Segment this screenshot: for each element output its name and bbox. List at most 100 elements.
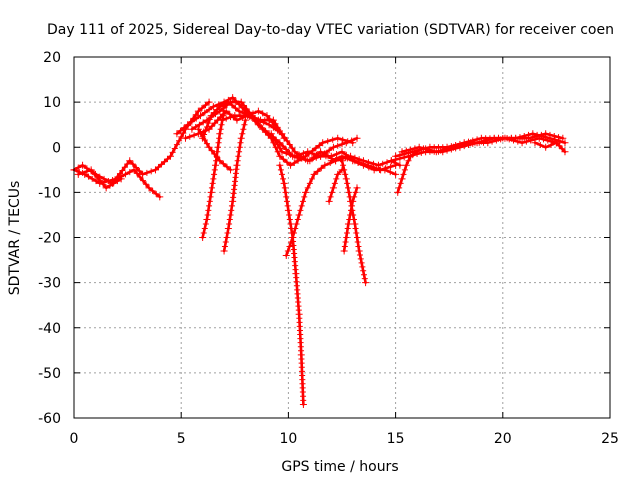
data-point [324,138,331,145]
data-point [116,170,123,177]
data-point [224,229,231,236]
data-point [551,132,558,139]
data-point [332,157,340,165]
data-point [169,149,176,156]
data-point [173,130,181,138]
data-point [299,400,307,408]
data-point [114,178,121,185]
data-point [314,168,321,175]
data-point [401,154,408,161]
data-point [186,133,193,140]
data-point [164,155,171,162]
data-point [220,247,228,255]
data-point [75,164,82,171]
data-point [355,247,363,255]
data-point [228,102,235,109]
data-point [246,114,253,121]
data-point [148,168,155,175]
data-point [97,177,104,184]
data-point [384,159,391,166]
data-point [321,161,329,169]
series-drop-3 [276,161,307,408]
data-point [251,115,258,122]
data-point [346,216,353,223]
data-point [188,118,195,125]
data-point [354,234,361,241]
x-tick-label: 20 [494,431,512,447]
data-point [191,132,198,139]
data-point [79,161,87,169]
data-point [203,140,210,147]
data-point [211,109,218,116]
data-point [213,153,220,160]
data-point [284,248,291,255]
data-point [531,139,539,147]
data-point [304,184,311,191]
data-point [237,134,245,142]
data-point [342,239,349,246]
y-tick-label: -10 [38,185,61,201]
data-point [83,168,90,175]
y-tick-label: 10 [43,95,61,111]
data-point [216,103,224,111]
data-point [105,178,112,185]
data-point [456,143,464,151]
data-point [299,198,306,205]
data-point [231,112,239,120]
data-point [347,211,354,218]
series-drop-2 [220,116,250,255]
data-point [396,184,403,191]
data-point [205,120,212,127]
data-point [355,160,362,167]
data-point [233,116,241,124]
grid-layer [74,57,610,418]
data-point [161,158,168,165]
data-point [208,123,215,130]
data-point [202,102,209,109]
data-point [308,150,315,157]
data-point [221,101,228,108]
data-point [286,141,293,148]
data-point [211,171,218,178]
data-point [344,225,351,232]
data-point [345,189,352,196]
data-point [344,229,351,236]
data-point [514,138,521,145]
data-point [338,157,346,165]
data-point [559,145,566,152]
data-point [235,107,243,115]
data-point [211,120,218,127]
data-point [287,151,294,158]
data-point [217,126,224,133]
data-point [312,145,319,152]
data-point [392,170,400,178]
data-point [241,121,248,128]
data-point [349,197,357,205]
y-tick-label: -60 [38,411,61,427]
series-drop-6 [338,157,370,287]
series-drop-7 [340,184,361,255]
data-point [119,167,126,174]
data-point [196,112,204,120]
data-point [361,275,368,282]
data-point [344,220,352,228]
data-point [325,197,333,205]
data-point [232,105,239,112]
data-point [349,157,357,165]
data-point [203,215,211,223]
data-point [283,159,290,166]
data-point [340,162,347,169]
data-point [242,116,250,124]
data-point [300,150,307,157]
data-point [360,267,367,274]
data-point [224,98,232,106]
series-sat-15 [531,139,569,156]
data-point [283,198,290,205]
data-point [291,152,299,160]
series-line [327,168,344,203]
data-point [122,171,129,178]
data-point [262,129,269,136]
data-point [478,138,485,145]
data-point [358,259,365,266]
